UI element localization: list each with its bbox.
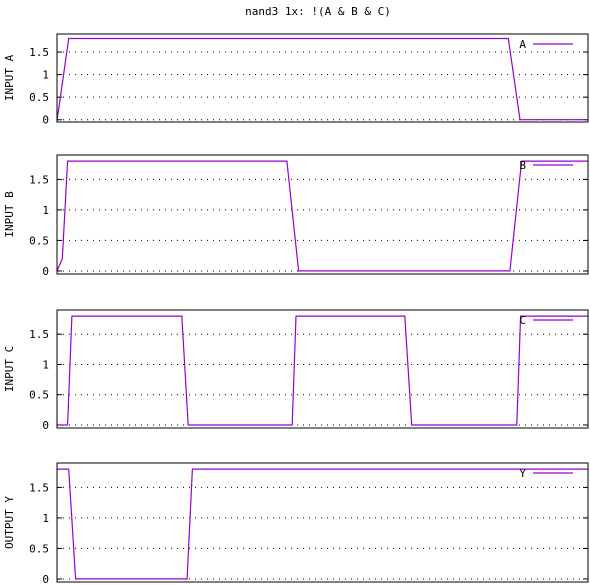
series-line-a: [56, 37, 588, 121]
y-tick-label: 0.5: [29, 91, 49, 104]
series-line-b: [56, 160, 588, 272]
legend-label: Y: [519, 467, 526, 480]
chart-panel-3: 0 0.5 1 1.5 INPUT C C: [3, 309, 589, 432]
chart-title: nand3 1x: !(A & B & C): [245, 5, 391, 18]
y-tick-label: 1: [42, 512, 49, 525]
y-axis-label: INPUT C: [3, 346, 16, 392]
plot-frame: [56, 309, 589, 429]
y-tick-label: 0.5: [29, 542, 49, 555]
y-tick-label: 1.5: [29, 481, 49, 494]
chart-panel-2: 0 0.5 1 1.5 INPUT B B: [3, 154, 589, 278]
legend-label: C: [519, 314, 526, 327]
y-tick-label: 0.5: [29, 389, 49, 402]
plot-frame: [56, 154, 589, 275]
y-tick-label: 0: [42, 573, 49, 585]
y-axis-label: OUTPUT Y: [3, 496, 16, 549]
legend-label: A: [519, 38, 526, 51]
y-tick-label: 0: [42, 265, 49, 278]
y-tick-label: 1.5: [29, 328, 49, 341]
y-tick-label: 1.5: [29, 173, 49, 186]
series-line-c: [57, 315, 588, 426]
series-line-y: [57, 468, 588, 580]
chart-panel-4: 0 0.5 1 1.5 OUTPUT Y Y: [3, 462, 589, 585]
y-tick-label: 1: [42, 69, 49, 82]
plot-frame: [56, 33, 589, 123]
y-tick-label: 1: [42, 358, 49, 371]
y-tick-label: 0: [42, 114, 49, 127]
y-tick-label: 0: [42, 419, 49, 432]
y-axis-label: INPUT A: [3, 54, 16, 101]
y-tick-label: 1: [42, 204, 49, 217]
legend-label: B: [519, 159, 526, 172]
chart-panel-1: 0 0.5 1 1.5 INPUT A A: [3, 33, 589, 127]
plot-frame: [56, 462, 589, 583]
y-tick-label: 0.5: [29, 234, 49, 247]
y-tick-label: 1.5: [29, 46, 49, 59]
y-axis-label: INPUT B: [3, 191, 16, 238]
